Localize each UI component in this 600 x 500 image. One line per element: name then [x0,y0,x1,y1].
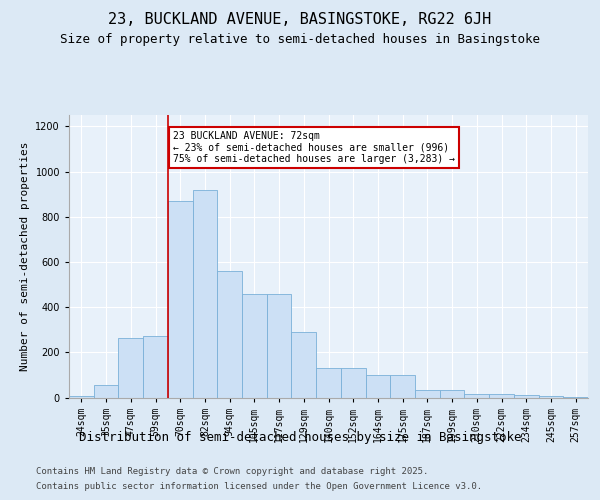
Bar [217,271,242,398]
Bar [94,385,118,398]
Bar [292,332,316,398]
Bar [118,338,143,398]
Bar [464,394,489,398]
Text: Distribution of semi-detached houses by size in Basingstoke: Distribution of semi-detached houses by … [79,431,521,444]
Text: 23 BUCKLAND AVENUE: 72sqm
← 23% of semi-detached houses are smaller (996)
75% of: 23 BUCKLAND AVENUE: 72sqm ← 23% of semi-… [173,131,455,164]
Bar [267,294,292,398]
Text: Contains public sector information licensed under the Open Government Licence v3: Contains public sector information licen… [36,482,482,491]
Bar [365,375,390,398]
Bar [69,396,94,398]
Text: Size of property relative to semi-detached houses in Basingstoke: Size of property relative to semi-detach… [60,32,540,46]
Bar [514,395,539,398]
Bar [242,294,267,398]
Bar [539,396,563,398]
Bar [143,336,168,398]
Bar [341,368,365,398]
Bar [489,394,514,398]
Text: 23, BUCKLAND AVENUE, BASINGSTOKE, RG22 6JH: 23, BUCKLAND AVENUE, BASINGSTOKE, RG22 6… [109,12,491,28]
Bar [415,390,440,398]
Bar [168,201,193,398]
Bar [193,190,217,398]
Bar [390,375,415,398]
Bar [440,390,464,398]
Text: Contains HM Land Registry data © Crown copyright and database right 2025.: Contains HM Land Registry data © Crown c… [36,467,428,476]
Bar [316,368,341,398]
Y-axis label: Number of semi-detached properties: Number of semi-detached properties [20,142,30,371]
